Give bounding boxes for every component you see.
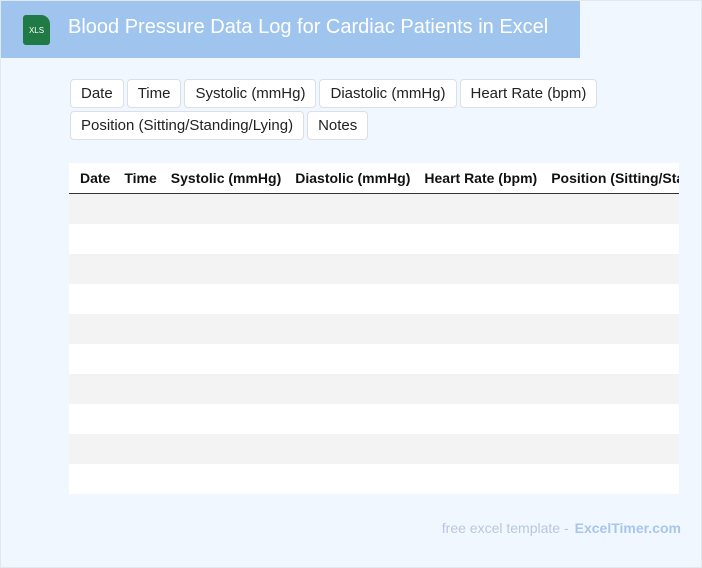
table-row bbox=[69, 284, 679, 314]
table-cell[interactable] bbox=[69, 193, 118, 224]
table-cell[interactable] bbox=[117, 254, 164, 284]
table-cell[interactable] bbox=[417, 404, 545, 434]
table-row bbox=[69, 314, 679, 344]
column-header: Heart Rate (bpm) bbox=[417, 163, 545, 194]
file-icon: XLS bbox=[23, 15, 50, 45]
banner: XLS Blood Pressure Data Log for Cardiac … bbox=[1, 1, 580, 58]
table-cell[interactable] bbox=[69, 344, 118, 374]
column-header: Date bbox=[69, 163, 118, 194]
chip[interactable]: Time bbox=[126, 79, 182, 108]
table-cell[interactable] bbox=[117, 434, 164, 464]
table-row bbox=[69, 374, 679, 404]
table-cell[interactable] bbox=[417, 254, 545, 284]
footer: free excel template - ExcelTimer.com bbox=[442, 520, 681, 536]
table-cell[interactable] bbox=[288, 404, 418, 434]
table-cell[interactable] bbox=[544, 374, 679, 404]
table-cell[interactable] bbox=[544, 434, 679, 464]
table-cell[interactable] bbox=[417, 284, 545, 314]
table-cell[interactable] bbox=[288, 434, 418, 464]
table-cell[interactable] bbox=[544, 344, 679, 374]
table-cell[interactable] bbox=[117, 284, 164, 314]
chip[interactable]: Heart Rate (bpm) bbox=[459, 79, 598, 108]
table-cell[interactable] bbox=[544, 464, 679, 494]
table-cell[interactable] bbox=[417, 434, 545, 464]
column-header: Diastolic (mmHg) bbox=[288, 163, 418, 194]
table-cell[interactable] bbox=[288, 344, 418, 374]
table-cell[interactable] bbox=[163, 434, 289, 464]
table-cell[interactable] bbox=[163, 193, 289, 224]
footer-link[interactable]: ExcelTimer.com bbox=[574, 520, 681, 536]
chip[interactable]: Date bbox=[70, 79, 124, 108]
table-cell[interactable] bbox=[417, 224, 545, 254]
chip[interactable]: Notes bbox=[307, 111, 369, 140]
table-cell[interactable] bbox=[417, 464, 545, 494]
footer-text: free excel template - bbox=[441, 520, 569, 536]
table-row bbox=[69, 254, 679, 284]
table-row bbox=[69, 224, 679, 254]
table-cell[interactable] bbox=[163, 374, 289, 404]
table-cell[interactable] bbox=[544, 404, 679, 434]
header-row: Date Time Systolic (mmHg) Diastolic (mmHg) H… bbox=[69, 163, 679, 194]
table-cell[interactable] bbox=[117, 193, 164, 224]
column-header: Systolic (mmHg) bbox=[163, 163, 289, 194]
column-chips: Date Time Systolic (mmHg) Diastolic (mmHg) H… bbox=[70, 79, 615, 140]
table-cell[interactable] bbox=[417, 314, 545, 344]
table-cell[interactable] bbox=[544, 193, 679, 224]
table-cell[interactable] bbox=[117, 314, 164, 344]
chip[interactable]: Diastolic (mmHg) bbox=[319, 79, 457, 108]
table-cell[interactable] bbox=[69, 434, 118, 464]
table-cell[interactable] bbox=[69, 374, 118, 404]
table-cell[interactable] bbox=[69, 284, 118, 314]
table-cell[interactable] bbox=[163, 404, 289, 434]
table-row bbox=[69, 193, 679, 224]
column-header: Position (Sitting/Standing/Lying) bbox=[544, 163, 679, 194]
table-cell[interactable] bbox=[117, 344, 164, 374]
table-cell[interactable] bbox=[117, 374, 164, 404]
table-cell[interactable] bbox=[117, 464, 164, 494]
table-cell[interactable] bbox=[163, 254, 289, 284]
table-cell[interactable] bbox=[117, 404, 164, 434]
log-table: Date Time Systolic (mmHg) Diastolic (mmHg) H… bbox=[69, 163, 679, 494]
table-cell[interactable] bbox=[163, 344, 289, 374]
table-body bbox=[69, 193, 679, 494]
table-container: Date Time Systolic (mmHg) Diastolic (mmHg) H… bbox=[69, 163, 679, 494]
table-row bbox=[69, 464, 679, 494]
table-cell[interactable] bbox=[288, 374, 418, 404]
chip[interactable]: Systolic (mmHg) bbox=[184, 79, 317, 108]
table-row bbox=[69, 434, 679, 464]
chip[interactable]: Position (Sitting/Standing/Lying) bbox=[70, 111, 305, 140]
table-cell[interactable] bbox=[69, 404, 118, 434]
table-cell[interactable] bbox=[544, 254, 679, 284]
table-cell[interactable] bbox=[288, 254, 418, 284]
table-cell[interactable] bbox=[417, 374, 545, 404]
table-row bbox=[69, 344, 679, 374]
title: Blood Pressure Data Log for Cardiac Pati… bbox=[68, 16, 549, 38]
table-cell[interactable] bbox=[69, 224, 118, 254]
table-cell[interactable] bbox=[117, 224, 164, 254]
table-cell[interactable] bbox=[163, 224, 289, 254]
table-cell[interactable] bbox=[544, 284, 679, 314]
table-cell[interactable] bbox=[288, 224, 418, 254]
table-cell[interactable] bbox=[288, 193, 418, 224]
table-row bbox=[69, 404, 679, 434]
table-cell[interactable] bbox=[163, 464, 289, 494]
table-cell[interactable] bbox=[288, 314, 418, 344]
table-cell[interactable] bbox=[417, 344, 545, 374]
table-cell[interactable] bbox=[69, 314, 118, 344]
table-cell[interactable] bbox=[544, 314, 679, 344]
table-cell[interactable] bbox=[69, 464, 118, 494]
table-cell[interactable] bbox=[163, 314, 289, 344]
table-cell[interactable] bbox=[69, 254, 118, 284]
table-cell[interactable] bbox=[417, 193, 545, 224]
table-cell[interactable] bbox=[288, 464, 418, 494]
table-cell[interactable] bbox=[288, 284, 418, 314]
table-cell[interactable] bbox=[163, 284, 289, 314]
table-cell[interactable] bbox=[544, 224, 679, 254]
column-header: Time bbox=[117, 163, 164, 194]
